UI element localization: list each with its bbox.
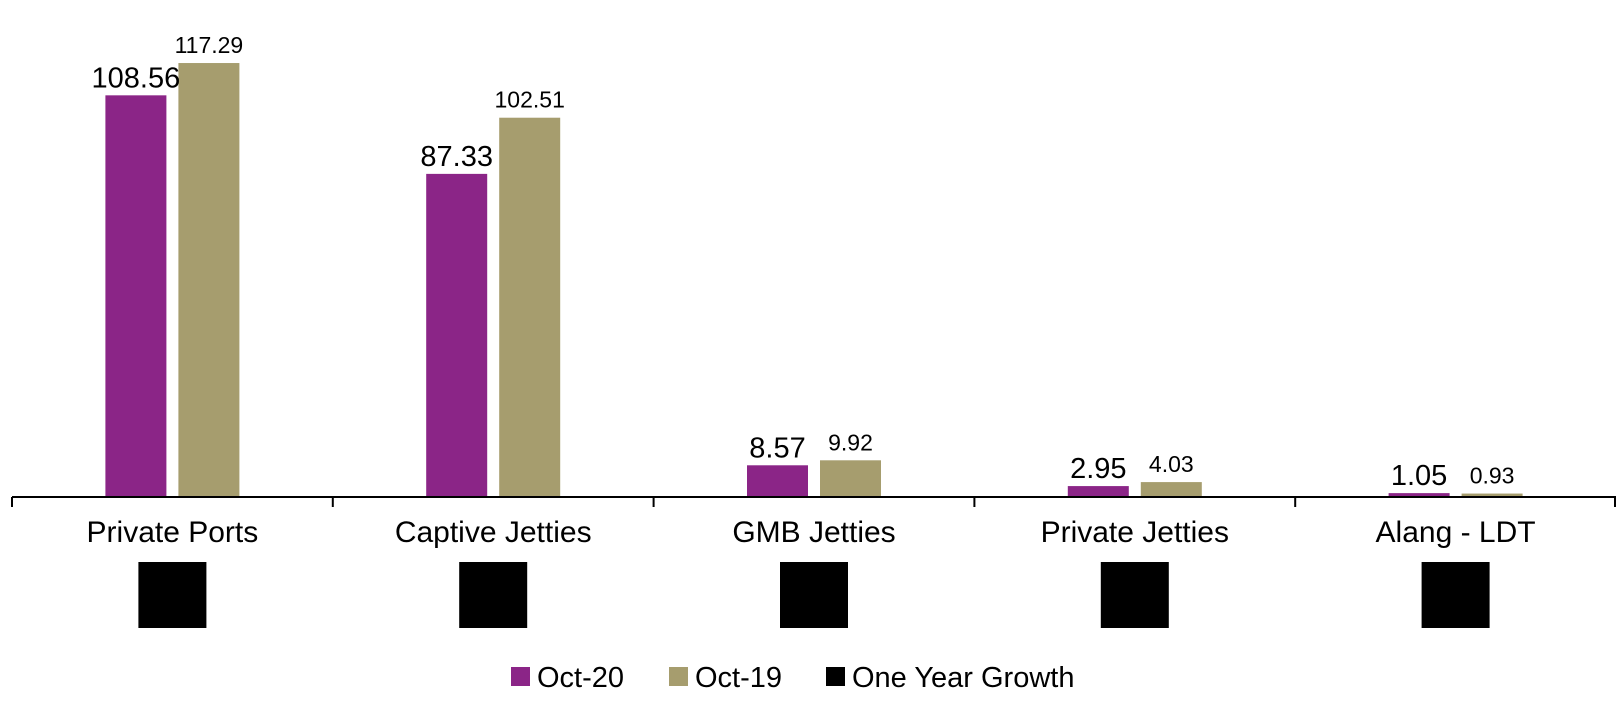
legend-swatch-oct-19 [669,667,688,686]
tick-label-private-jetties: Private Jetties [1041,516,1229,549]
data-label-oct-20-private-ports: 108.56 [92,62,181,94]
bar-oct-20-private-jetties [1067,486,1129,497]
tick-label-captive-jetties: Captive Jetties [395,516,592,549]
bar-oct-20-gmb-jetties [747,465,808,497]
x-axis: Private Ports Captive Jetties GMB Jetties P… [11,496,1616,549]
data-label-oct-20-gmb-jetties: 8.57 [749,432,805,464]
legend-label-oct-19: Oct-19 [695,662,782,694]
growth-boxes-layer [138,562,1490,628]
bar-oct-19-private-ports [178,63,240,497]
data-label-oct-20-private-jetties: 2.95 [1070,453,1126,485]
tick-label-alang-ldt: Alang - LDT [1376,516,1536,549]
bar-oct-19-gmb-jetties [820,460,881,497]
legend-label-oct-20: Oct-20 [537,662,624,694]
legend-swatch-oct-20 [511,667,530,686]
data-label-oct-20-captive-jetties: 87.33 [420,141,493,173]
tick-label-gmb-jetties: GMB Jetties [732,516,895,549]
growth-box-private-jetties [1100,562,1169,628]
bar-oct-20-private-ports [105,95,167,497]
data-label-oct-20-alang-ldt: 1.05 [1391,460,1447,492]
data-labels-layer: 108.56 117.29 87.33 102.51 8.57 9.92 2.95 4.03 1… [92,32,1515,492]
data-label-oct-19-captive-jetties: 102.51 [495,87,565,113]
bars-layer [105,63,1523,497]
growth-box-gmb-jetties [780,562,848,628]
growth-box-captive-jetties [459,562,528,628]
data-label-oct-19-private-jetties: 4.03 [1149,451,1194,477]
bar-oct-19-captive-jetties [499,117,561,497]
bar-oct-20-captive-jetties [426,173,488,497]
data-label-oct-19-private-ports: 117.29 [175,32,244,58]
tick-label-private-ports: Private Ports [87,516,259,549]
growth-box-alang-ldt [1421,562,1490,628]
legend-swatch-one-year-growth [826,667,845,686]
growth-box-private-ports [138,562,207,628]
legend-label-one-year-growth: One Year Growth [852,662,1074,694]
bar-oct-19-alang-ldt [1461,493,1523,497]
bar-oct-19-private-jetties [1140,482,1202,497]
data-label-oct-19-gmb-jetties: 9.92 [828,429,873,455]
data-label-oct-19-alang-ldt: 0.93 [1470,463,1515,489]
bar-oct-20-alang-ldt [1388,493,1450,497]
legend: Oct-20 Oct-19 One Year Growth [511,662,1074,694]
